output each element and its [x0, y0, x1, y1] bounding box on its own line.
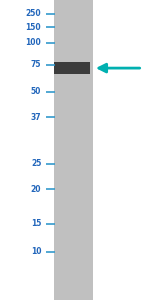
- Text: 150: 150: [26, 22, 41, 32]
- Text: 100: 100: [26, 38, 41, 47]
- Text: 250: 250: [26, 9, 41, 18]
- Text: 75: 75: [31, 60, 41, 69]
- Text: 20: 20: [31, 184, 41, 194]
- Bar: [54, 0, 93, 300]
- Text: 15: 15: [31, 219, 41, 228]
- Text: 25: 25: [31, 159, 41, 168]
- Text: 10: 10: [31, 248, 41, 256]
- Text: 37: 37: [31, 112, 41, 122]
- Bar: [54, 62, 90, 74]
- Text: 50: 50: [31, 87, 41, 96]
